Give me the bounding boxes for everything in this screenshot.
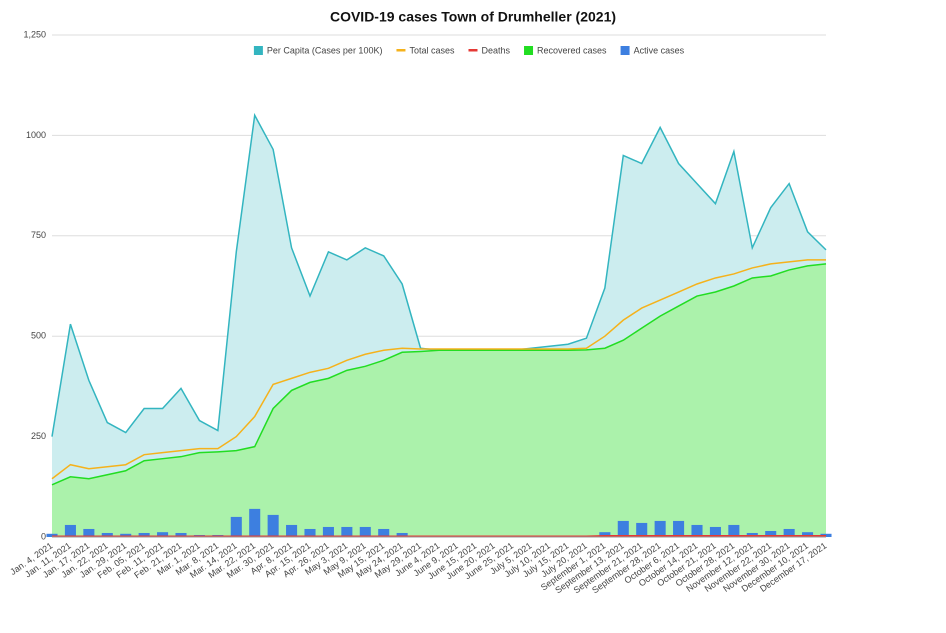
area-fill xyxy=(52,264,826,537)
bar xyxy=(673,521,684,537)
bar xyxy=(286,525,297,537)
legend-swatch xyxy=(254,46,263,55)
chart-title: COVID-19 cases Town of Drumheller (2021) xyxy=(330,9,616,25)
y-tick-label: 1000 xyxy=(26,130,46,140)
bar xyxy=(65,525,76,537)
legend-swatch xyxy=(524,46,533,55)
legend-swatch xyxy=(621,46,630,55)
bar xyxy=(268,515,279,537)
y-tick-label: 0 xyxy=(41,531,46,541)
legend-item: Total cases xyxy=(396,45,455,55)
legend-swatch xyxy=(468,49,477,52)
legend-label: Per Capita (Cases per 100K) xyxy=(267,45,383,55)
legend-label: Recovered cases xyxy=(537,45,607,55)
bar xyxy=(636,523,647,537)
bar xyxy=(249,509,260,537)
legend-item: Recovered cases xyxy=(524,45,607,55)
bar xyxy=(655,521,666,537)
legend-item: Active cases xyxy=(621,45,685,55)
bar xyxy=(231,517,242,537)
y-tick-label: 250 xyxy=(31,431,46,441)
legend: Per Capita (Cases per 100K) Total cases De… xyxy=(254,45,685,55)
legend-item: Deaths xyxy=(468,45,510,55)
legend-label: Total cases xyxy=(409,45,455,55)
legend-label: Deaths xyxy=(481,45,510,55)
bar xyxy=(618,521,629,537)
legend-item: Per Capita (Cases per 100K) xyxy=(254,45,383,55)
legend-label: Active cases xyxy=(634,45,685,55)
y-tick-label: 500 xyxy=(31,331,46,341)
y-tick-label: 1,250 xyxy=(23,29,46,39)
y-tick-label: 750 xyxy=(31,230,46,240)
legend-swatch xyxy=(396,49,405,52)
